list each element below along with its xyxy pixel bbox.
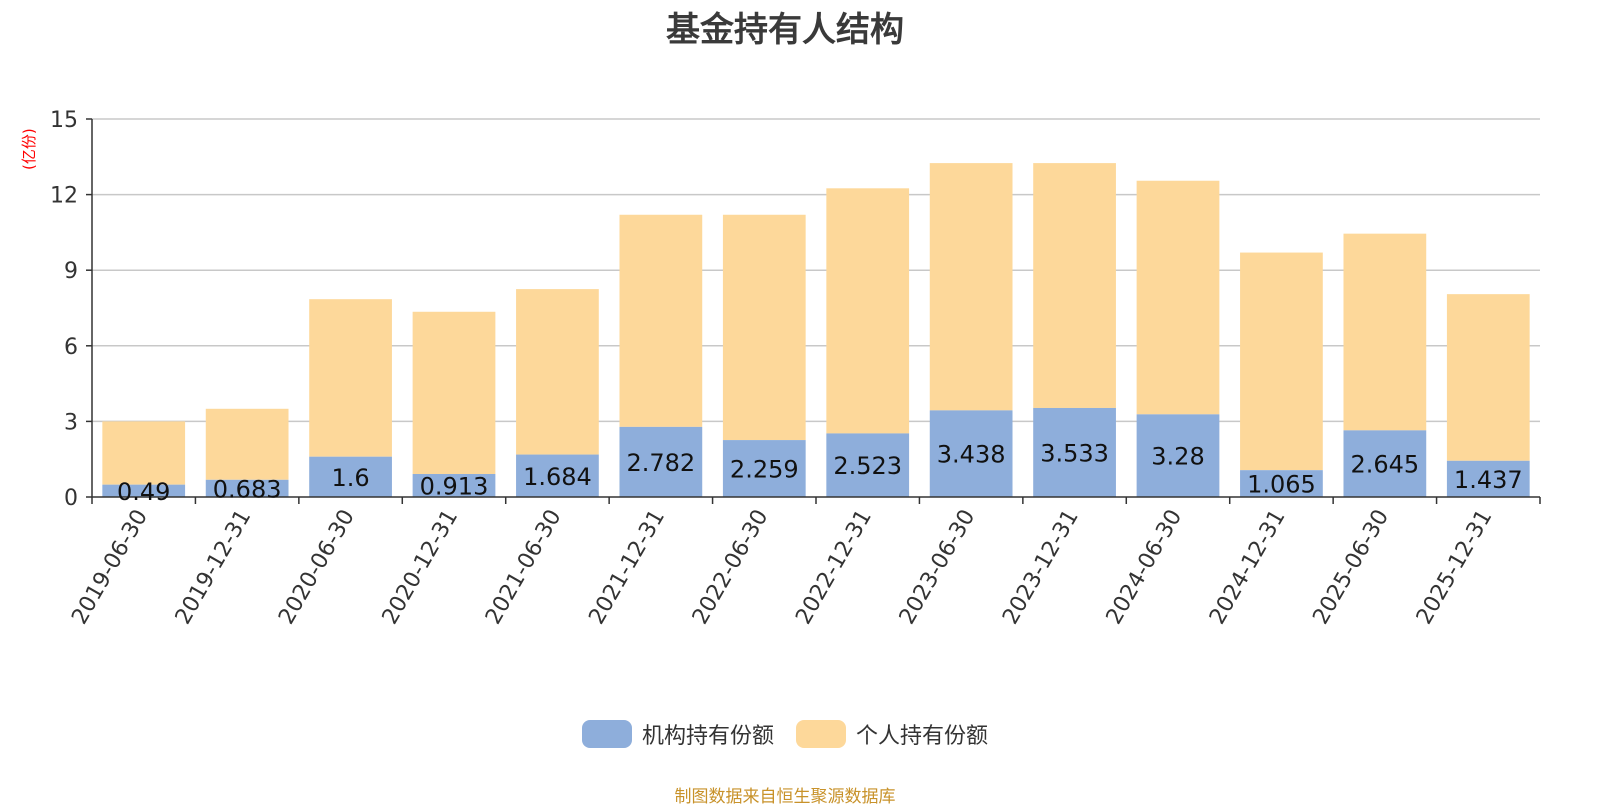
bar-individual <box>412 311 496 474</box>
chart-title: 基金持有人结构 <box>666 10 904 50</box>
bar-institutional <box>516 454 599 497</box>
legend-label-individual: 个人持有份额 <box>856 724 989 749</box>
y-tick-label: 12 <box>50 184 78 209</box>
bar-institutional <box>102 484 186 497</box>
data-label: 1.684 <box>523 463 592 491</box>
bar-individual <box>102 421 186 485</box>
data-label: 1.065 <box>1247 471 1316 499</box>
bar-institutional <box>205 479 289 497</box>
x-tick-label: 2022-06-30 <box>688 506 774 629</box>
bar-individual <box>619 214 703 427</box>
bar-institutional <box>1240 470 1323 497</box>
bar-individual <box>309 299 392 457</box>
x-tick-label: 2020-06-30 <box>274 506 360 629</box>
bar-institutional <box>1343 430 1427 497</box>
data-label: 0.913 <box>420 472 489 500</box>
data-label: 0.49 <box>117 478 170 506</box>
bar-institutional <box>826 433 910 497</box>
legend-swatch-institutional <box>581 720 632 748</box>
bar-individual <box>516 289 599 455</box>
y-tick-label: 0 <box>64 486 78 511</box>
x-tick-label: 2022-12-31 <box>791 506 877 629</box>
bars <box>102 163 1530 497</box>
x-tick-label: 2021-12-31 <box>584 506 670 629</box>
bar-institutional <box>1136 414 1220 497</box>
x-tick-label: 2023-12-31 <box>998 506 1084 629</box>
data-label: 0.683 <box>213 475 282 503</box>
legend-item-individual[interactable]: 个人持有份额 <box>796 718 988 750</box>
bar-individual <box>1136 180 1220 415</box>
bar-institutional <box>309 456 392 497</box>
bar-individual <box>1446 294 1530 461</box>
legend-label-institutional: 机构持有份额 <box>641 724 774 749</box>
bar-individual <box>1240 252 1323 471</box>
bar-institutional <box>412 473 496 497</box>
x-tick-label: 2020-12-31 <box>378 506 464 629</box>
source-note: 制图数据来自恒生聚源数据库 <box>674 787 896 807</box>
bar-institutional <box>722 440 806 497</box>
data-label: 3.533 <box>1040 439 1109 467</box>
data-label: 3.438 <box>937 441 1006 469</box>
x-tick-label: 2021-06-30 <box>481 506 567 629</box>
bar-individual <box>722 214 806 441</box>
bar-institutional <box>929 410 1013 497</box>
legend-swatch-individual <box>796 720 846 748</box>
legend: 机构持有份额 个人持有份额 <box>0 718 1570 750</box>
bar-individual <box>1343 233 1427 431</box>
bar-institutional <box>619 426 703 497</box>
x-tick-label: 2019-06-30 <box>67 506 153 629</box>
data-labels: 0.49 0.683 1.6 0.913 1.684 2.782 2.259 2.523 3.4… <box>117 439 1523 505</box>
bar-institutional <box>1446 460 1530 497</box>
legend-item-institutional[interactable]: 机构持有份额 <box>581 718 774 750</box>
y-tick-label: 6 <box>64 335 78 360</box>
bar-institutional <box>1033 407 1116 497</box>
y-tick-label: 3 <box>64 410 78 435</box>
data-label: 1.6 <box>331 464 369 492</box>
bar-individual <box>826 188 910 434</box>
bar-individual <box>1033 163 1116 408</box>
x-tick-label: 2025-06-30 <box>1308 506 1394 629</box>
data-label: 2.523 <box>833 452 902 480</box>
x-tick-label: 2024-06-30 <box>1102 506 1188 629</box>
x-tick-label: 2024-12-31 <box>1205 506 1291 629</box>
bar-individual <box>205 408 289 480</box>
y-tick-label: 15 <box>50 108 78 133</box>
data-label: 2.259 <box>730 456 799 484</box>
data-label: 1.437 <box>1454 466 1523 494</box>
data-label: 3.28 <box>1151 443 1204 471</box>
data-label: 2.645 <box>1350 451 1419 479</box>
x-tick-label: 2025-12-31 <box>1412 506 1498 629</box>
y-tick-label: 9 <box>64 259 78 284</box>
x-tick-label: 2019-12-31 <box>171 506 257 629</box>
bar-individual <box>929 163 1013 411</box>
x-tick-label: 2023-06-30 <box>895 505 981 628</box>
data-label: 2.782 <box>626 449 695 477</box>
